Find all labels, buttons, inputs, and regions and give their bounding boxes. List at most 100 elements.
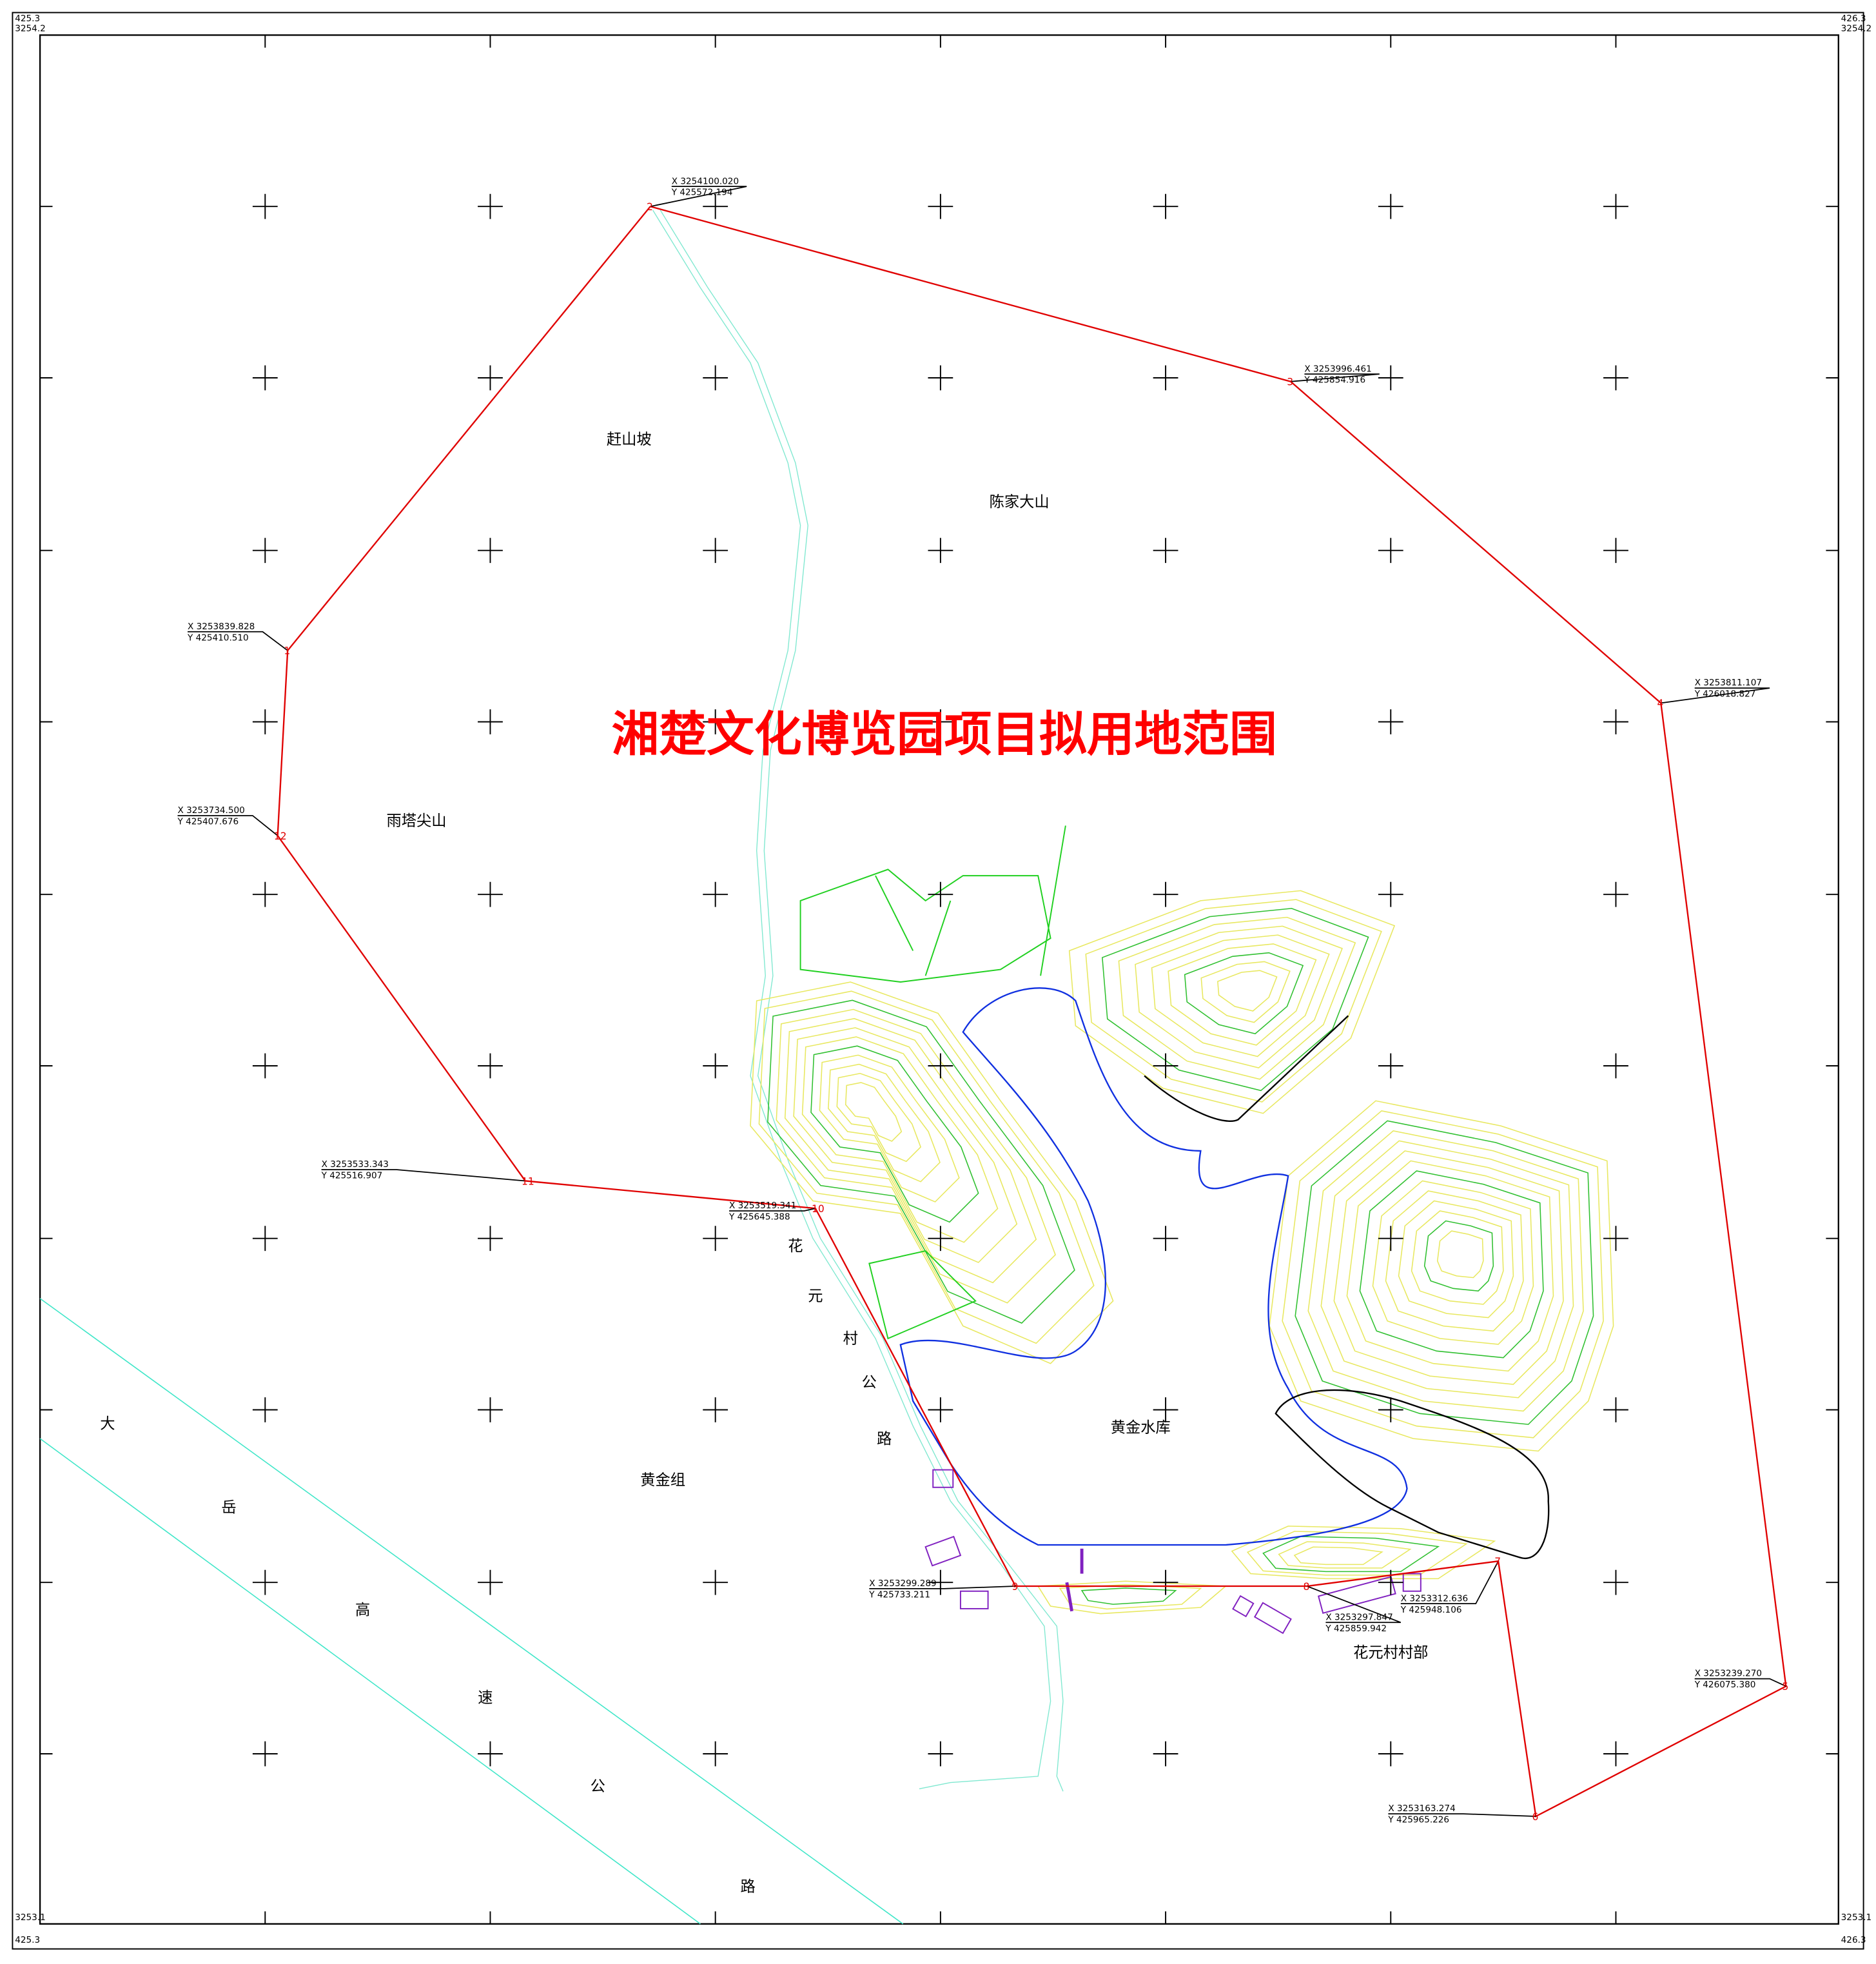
contour	[1398, 1200, 1514, 1319]
road-name: 村	[843, 1330, 858, 1348]
stream	[652, 210, 1064, 1792]
contour	[1436, 1230, 1484, 1279]
grid-cross	[1378, 1741, 1403, 1767]
grid-cross	[1603, 1397, 1628, 1422]
grid-cross	[1378, 1397, 1403, 1422]
coord-x: X 3253312.636	[1401, 1593, 1468, 1604]
point-id: 5	[1782, 1681, 1788, 1693]
leader	[321, 1169, 525, 1182]
contour	[1217, 970, 1278, 1012]
grid-cross	[1378, 538, 1403, 564]
grid-cross	[1603, 538, 1628, 564]
grid-cross	[478, 538, 503, 564]
leader	[1400, 1560, 1499, 1605]
coord-y: Y 425407.676	[177, 817, 239, 827]
place-name: 花元村村部	[1353, 1644, 1428, 1662]
grid-cross	[1153, 1741, 1178, 1767]
coord-y: Y 425733.211	[868, 1589, 930, 1600]
grid-cross	[1603, 709, 1628, 734]
point-id: 12	[274, 830, 287, 842]
grid-cross	[928, 709, 953, 734]
grid-cross	[1153, 1569, 1178, 1595]
grid-cross	[1603, 365, 1628, 391]
grid-cross	[1603, 1226, 1628, 1252]
grid-cross	[478, 193, 503, 219]
grid-cross	[478, 1053, 503, 1079]
grid-cross	[703, 881, 728, 907]
coord-y: Y 425410.510	[187, 633, 249, 643]
grid-cross	[703, 538, 728, 564]
highway-name: 岳	[221, 1499, 236, 1517]
inner-frame	[39, 34, 1839, 1925]
grid-cross	[252, 1569, 278, 1595]
corner-label: 3253.1	[15, 1912, 46, 1923]
contour	[1307, 1130, 1584, 1412]
leader	[188, 631, 288, 651]
contour	[1085, 899, 1382, 1103]
contour	[1320, 1140, 1574, 1399]
highway-name: 公	[591, 1778, 605, 1795]
contour	[1200, 961, 1291, 1023]
grid-cross	[928, 1741, 953, 1767]
leader	[869, 1586, 1016, 1589]
contour	[1231, 1526, 1496, 1580]
grid-cross	[478, 1226, 503, 1252]
contour	[1118, 916, 1356, 1080]
coord-y: Y 426075.380	[1694, 1680, 1756, 1690]
place-name: 赶山坡	[607, 431, 652, 448]
boundary	[277, 206, 1787, 1818]
highway-name: 速	[478, 1689, 493, 1706]
grid-cross	[478, 1741, 503, 1767]
coord-x: X 3253996.461	[1304, 364, 1371, 374]
coord-y: Y 425854.916	[1304, 375, 1365, 386]
grid-cross	[703, 1569, 728, 1595]
point-id: 6	[1532, 1811, 1538, 1823]
grid-cross	[1603, 1741, 1628, 1767]
leader	[729, 1208, 816, 1212]
grid-cross	[252, 709, 278, 734]
road-name: 元	[808, 1288, 823, 1305]
reservoir	[899, 987, 1408, 1546]
contour	[810, 1045, 979, 1223]
grid-cross	[252, 1741, 278, 1767]
leader	[177, 815, 278, 836]
contour	[1372, 1180, 1534, 1345]
grid-cross	[1153, 1397, 1178, 1422]
place-name: 黄金组	[640, 1471, 685, 1489]
corner-label: 3254.2	[15, 24, 46, 34]
grid-cross	[1378, 709, 1403, 734]
grid-cross	[1378, 1226, 1403, 1252]
corner-label: 426.3	[1841, 14, 1866, 24]
grid-cross	[478, 709, 503, 734]
grid-cross	[1153, 538, 1178, 564]
grid-cross	[1153, 365, 1178, 391]
contour	[1411, 1210, 1504, 1305]
coord-x: X 3253299.289	[869, 1578, 936, 1589]
grid-cross	[1378, 1569, 1403, 1595]
leader	[1694, 1678, 1786, 1687]
grid-cross	[928, 193, 953, 219]
road-name: 花	[788, 1237, 803, 1255]
grid-cross	[928, 538, 953, 564]
grid-cross	[1603, 1569, 1628, 1595]
place-name: 陈家大山	[990, 493, 1050, 511]
dam-lines	[1144, 1015, 1550, 1559]
contour	[767, 999, 1075, 1324]
grid-cross	[252, 1226, 278, 1252]
grid-cross	[1603, 1053, 1628, 1079]
highway-name: 大	[100, 1415, 115, 1433]
map-title: 湘楚文化博览园项目拟用地范围	[612, 707, 1277, 762]
contour	[801, 1036, 999, 1243]
corner-label: 426.3	[1841, 1935, 1866, 1945]
grid-cross	[928, 1397, 953, 1422]
grid-cross	[1153, 709, 1178, 734]
grid-cross	[1378, 193, 1403, 219]
leader	[1306, 1586, 1402, 1624]
corner-label: 425.3	[15, 14, 40, 24]
point-id: 10	[812, 1203, 825, 1215]
contour	[836, 1072, 922, 1163]
coord-x: X 3253839.828	[188, 622, 255, 632]
grid-cross	[478, 365, 503, 391]
